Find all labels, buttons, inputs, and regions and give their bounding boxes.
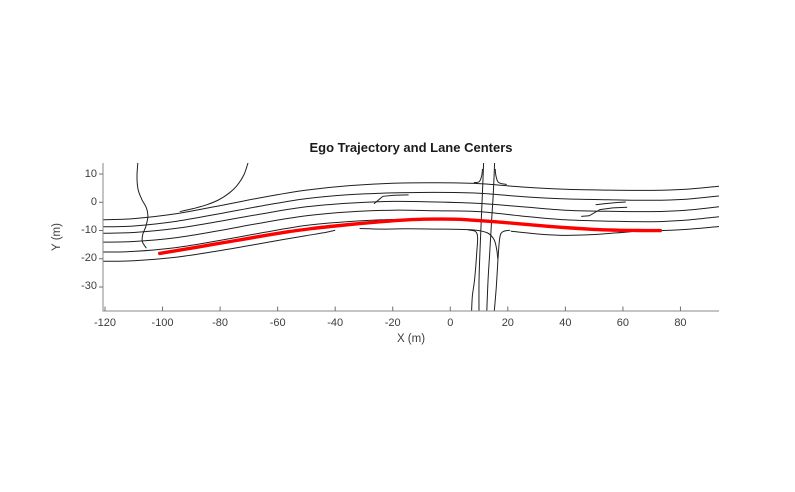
cross-road-line-3 — [467, 229, 479, 311]
axes-spines — [102, 163, 719, 312]
flare-top-right — [494, 168, 507, 185]
x-tick-label: 20 — [501, 317, 514, 329]
ego-trajectory-line — [158, 217, 662, 256]
x-tick-label: -80 — [212, 317, 229, 329]
road-network — [103, 163, 719, 311]
x-axis-label: X (m) — [396, 333, 426, 345]
x-tick-label: -60 — [269, 317, 286, 329]
y-tick-label: -30 — [81, 280, 97, 293]
x-tick-label: 0 — [447, 317, 454, 329]
lane-center-6-west — [103, 229, 336, 262]
x-tick-label: 80 — [674, 317, 687, 329]
cross-road-line-2 — [486, 163, 496, 311]
y-tick-label: -10 — [81, 224, 97, 236]
merge-lane-east — [510, 230, 632, 236]
x-tick-label: -120 — [93, 317, 117, 329]
lane-change-jog-east-a — [581, 206, 628, 217]
cross-road-line-1 — [478, 163, 485, 311]
x-tick-label: -100 — [151, 317, 174, 329]
lane-change-jog-east-b — [595, 201, 626, 206]
y-tick-label: -20 — [81, 252, 97, 265]
ramp-northwest — [179, 163, 249, 213]
x-tick-label: -40 — [327, 317, 344, 329]
flare-top-left — [473, 168, 483, 184]
lane-change-jog-west — [373, 194, 409, 205]
cross-road-line-4 — [493, 229, 511, 311]
x-tick-label: 60 — [616, 317, 630, 329]
y-tick-label: 0 — [90, 195, 97, 208]
lane-center-2 — [103, 191, 719, 228]
x-tick-label: 40 — [559, 317, 572, 329]
y-tick-label: 10 — [84, 167, 97, 180]
lane-center-4 — [103, 209, 719, 243]
lane-center-3 — [103, 200, 719, 234]
side-road-west — [136, 163, 149, 249]
x-tick-label: -20 — [384, 317, 401, 329]
axis-ticks — [99, 173, 681, 311]
lane-center-1 — [103, 182, 719, 221]
chart-title: Ego Trajectory and Lane Centers — [309, 140, 513, 155]
